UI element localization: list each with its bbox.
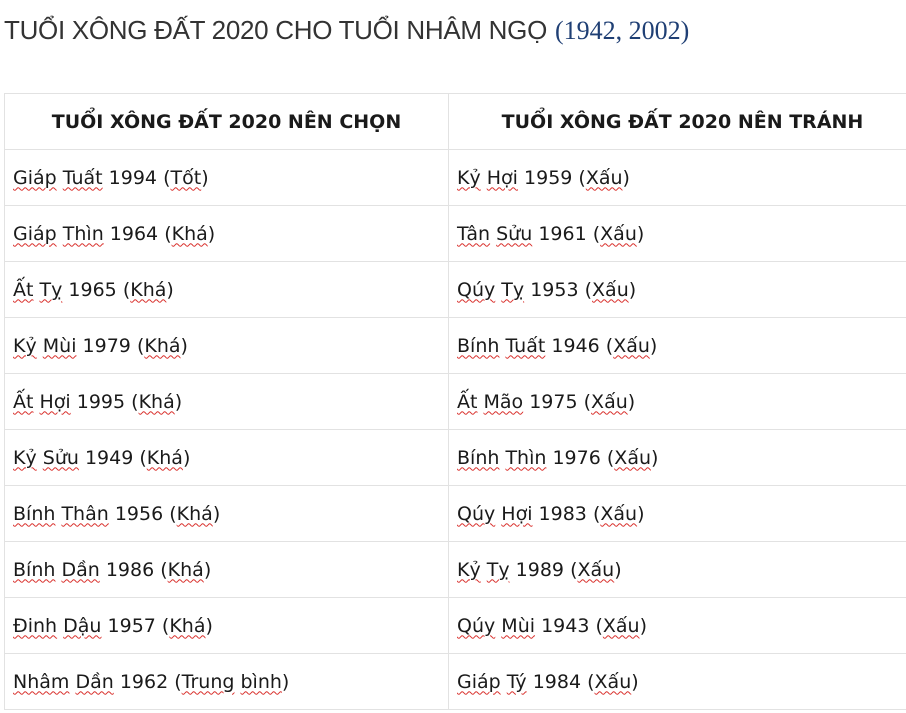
table-row: Bính Thân 1956 (Khá) Qúy Hợi 1983 (Xấu) <box>4 485 906 542</box>
cell-nen-tranh: Kỷ Tỵ 1989 (Xấu) <box>448 541 906 598</box>
cell-nen-tranh: Bính Tuất 1946 (Xấu) <box>448 317 906 374</box>
cell-nen-tranh: Kỷ Hợi 1959 (Xấu) <box>448 149 906 206</box>
cell-nen-chon: Giáp Tuất 1994 (Tốt) <box>4 149 449 206</box>
cell-nen-tranh: Bính Thìn 1976 (Xấu) <box>448 429 906 486</box>
table-row: Giáp Thìn 1964 (Khá) Tân Sửu 1961 (Xấu) <box>4 205 906 262</box>
page-title: TUỔI XÔNG ĐẤT 2020 CHO TUỔI NHÂM NGỌ (19… <box>4 10 689 49</box>
cell-nen-chon: Kỷ Sửu 1949 (Khá) <box>4 429 449 486</box>
cell-nen-chon: Đinh Dậu 1957 (Khá) <box>4 597 449 654</box>
cell-nen-chon: Kỷ Mùi 1979 (Khá) <box>4 317 449 374</box>
cell-nen-chon: Nhâm Dần 1962 (Trung bình) <box>4 653 449 710</box>
table-row: Ất Hợi 1995 (Khá) Ất Mão 1975 (Xấu) <box>4 373 906 430</box>
cell-nen-tranh: Qúy Hợi 1983 (Xấu) <box>448 485 906 542</box>
cell-nen-chon: Bính Thân 1956 (Khá) <box>4 485 449 542</box>
table-row: Kỷ Sửu 1949 (Khá) Bính Thìn 1976 (Xấu) <box>4 429 906 486</box>
cell-nen-chon: Ất Tỵ 1965 (Khá) <box>4 261 449 318</box>
cell-nen-tranh: Giáp Tý 1984 (Xấu) <box>448 653 906 710</box>
cell-nen-chon: Giáp Thìn 1964 (Khá) <box>4 205 449 262</box>
cell-nen-chon: Bính Dần 1986 (Khá) <box>4 541 449 598</box>
cell-nen-tranh: Qúy Tỵ 1953 (Xấu) <box>448 261 906 318</box>
page-title-text: TUỔI XÔNG ĐẤT 2020 CHO TUỔI NHÂM NGỌ <box>4 15 547 45</box>
table-body: Giáp Tuất 1994 (Tốt) Kỷ Hợi 1959 (Xấu) Giá… <box>4 149 906 710</box>
xong-dat-table: TUỔI XÔNG ĐẤT 2020 NÊN CHỌN TUỔI XÔNG ĐẤ… <box>4 93 906 710</box>
cell-nen-tranh: Qúy Mùi 1943 (Xấu) <box>448 597 906 654</box>
table-row: Giáp Tuất 1994 (Tốt) Kỷ Hợi 1959 (Xấu) <box>4 149 906 206</box>
table-row: Kỷ Mùi 1979 (Khá) Bính Tuất 1946 (Xấu) <box>4 317 906 374</box>
table-row: Ất Tỵ 1965 (Khá) Qúy Tỵ 1953 (Xấu) <box>4 261 906 318</box>
cell-nen-tranh: Ất Mão 1975 (Xấu) <box>448 373 906 430</box>
table-row: Bính Dần 1986 (Khá) Kỷ Tỵ 1989 (Xấu) <box>4 541 906 598</box>
page-title-years: (1942, 2002) <box>555 16 690 45</box>
table-row: Đinh Dậu 1957 (Khá) Qúy Mùi 1943 (Xấu) <box>4 597 906 654</box>
cell-nen-tranh: Tân Sửu 1961 (Xấu) <box>448 205 906 262</box>
header-nen-tranh: TUỔI XÔNG ĐẤT 2020 NÊN TRÁNH <box>448 93 906 150</box>
cell-nen-chon: Ất Hợi 1995 (Khá) <box>4 373 449 430</box>
table-row: Nhâm Dần 1962 (Trung bình) Giáp Tý 1984 (… <box>4 653 906 710</box>
header-nen-chon: TUỔI XÔNG ĐẤT 2020 NÊN CHỌN <box>4 93 449 150</box>
table-header-row: TUỔI XÔNG ĐẤT 2020 NÊN CHỌN TUỔI XÔNG ĐẤ… <box>4 93 906 150</box>
